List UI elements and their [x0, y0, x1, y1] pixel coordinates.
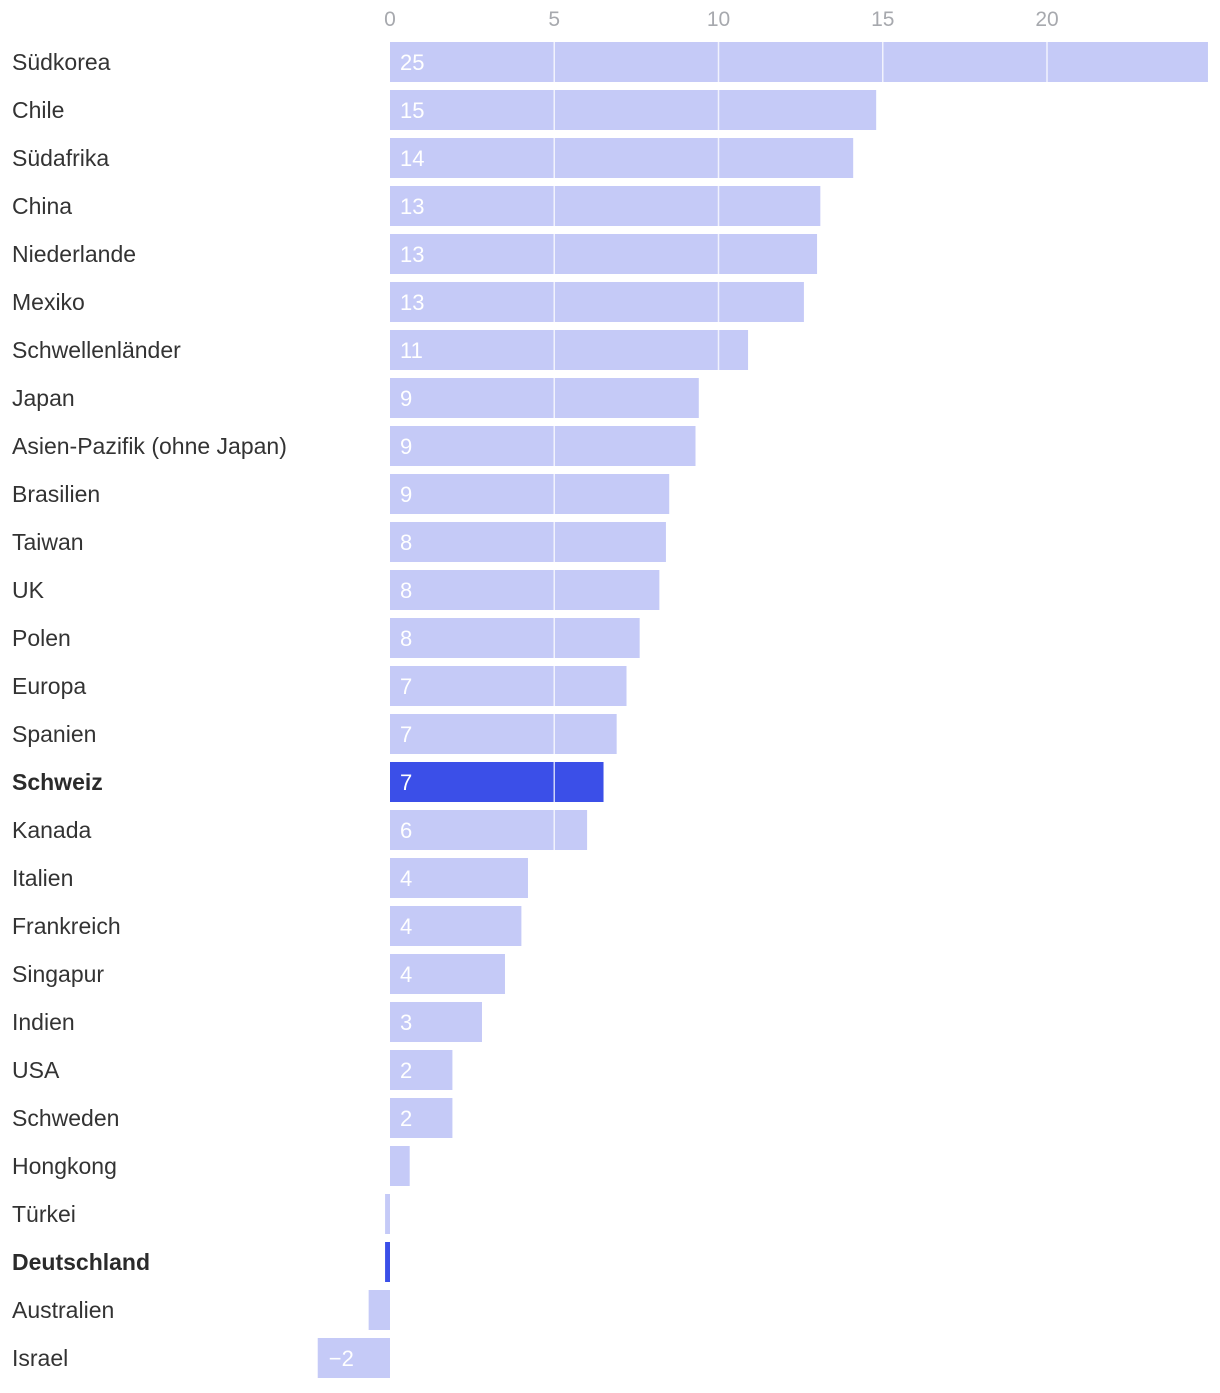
bar-20	[390, 1002, 482, 1042]
category-label: Südkorea	[12, 49, 111, 75]
data-label: 7	[400, 674, 412, 699]
category-label: Südafrika	[12, 145, 109, 171]
data-label: 9	[400, 386, 412, 411]
category-label: Hongkong	[12, 1153, 117, 1179]
x-axis-ticks: 0 5 10 15 20	[384, 8, 1059, 31]
bar-23	[390, 1146, 410, 1186]
category-label: Niederlande	[12, 241, 136, 267]
bar-15	[390, 762, 604, 802]
category-label: Deutschland	[12, 1249, 150, 1275]
bar-13	[390, 666, 627, 706]
data-label: −2	[329, 1346, 354, 1371]
bar-1	[390, 90, 877, 130]
bar-22	[390, 1098, 453, 1138]
bar-6	[390, 330, 749, 370]
bar-26	[368, 1290, 390, 1330]
category-label: Taiwan	[12, 529, 84, 555]
bar-9	[390, 474, 670, 514]
data-label: 13	[400, 194, 424, 219]
bar-2	[390, 138, 854, 178]
data-label: 8	[400, 578, 412, 603]
category-label: Brasilien	[12, 481, 100, 507]
category-label: Italien	[12, 865, 73, 891]
category-label: Polen	[12, 625, 71, 651]
data-label: 13	[400, 290, 424, 315]
category-label: Israel	[12, 1345, 68, 1371]
data-label: 13	[400, 242, 424, 267]
data-label: 14	[400, 146, 424, 171]
category-label: USA	[12, 1057, 60, 1083]
data-label: 15	[400, 98, 424, 123]
x-tick-label: 5	[548, 8, 560, 31]
data-label: 9	[400, 434, 412, 459]
bar-8	[390, 426, 696, 466]
bars-layer	[317, 42, 1208, 1378]
category-label: Schwellenländer	[12, 337, 181, 363]
category-label: Japan	[12, 385, 75, 411]
category-label: Australien	[12, 1297, 114, 1323]
data-label: 8	[400, 626, 412, 651]
data-label: 3	[400, 1010, 412, 1035]
category-label: Frankreich	[12, 913, 121, 939]
category-label: Mexiko	[12, 289, 85, 315]
bar-16	[390, 810, 588, 850]
data-label: 4	[400, 866, 412, 891]
category-label: UK	[12, 577, 45, 603]
bar-5	[390, 282, 804, 322]
data-label: 6	[400, 818, 412, 843]
bar-12	[390, 618, 640, 658]
data-labels: 25 15 14 13 13 13 11 9 9 9 8 8 8 7 7 7 6 4 4 4 3 2 2 −2	[329, 50, 425, 1371]
category-label: Türkei	[12, 1201, 76, 1227]
data-label: 4	[400, 914, 412, 939]
bar-0	[390, 42, 1208, 82]
data-label: 11	[400, 338, 423, 363]
bar-27	[317, 1338, 390, 1378]
data-label: 7	[400, 770, 412, 795]
category-label: Indien	[12, 1009, 75, 1035]
category-label: Singapur	[12, 961, 104, 987]
category-labels: Südkorea Chile Südafrika China Niederlande Me…	[12, 49, 287, 1371]
category-label: Europa	[12, 673, 86, 699]
category-label: China	[12, 193, 72, 219]
x-tick-label: 0	[384, 8, 396, 31]
category-label: Schweiz	[12, 769, 103, 795]
data-label: 8	[400, 530, 412, 555]
bar-25	[385, 1242, 390, 1282]
category-label: Chile	[12, 97, 64, 123]
bar-24	[385, 1194, 390, 1234]
data-label: 9	[400, 482, 412, 507]
category-label: Asien-Pazifik (ohne Japan)	[12, 433, 287, 459]
category-label: Spanien	[12, 721, 96, 747]
bar-10	[390, 522, 666, 562]
bar-11	[390, 570, 660, 610]
x-tick-label: 10	[707, 8, 730, 31]
bar-3	[390, 186, 821, 226]
data-label: 4	[400, 962, 412, 987]
bar-4	[390, 234, 818, 274]
bar-17	[390, 858, 528, 898]
data-label: 2	[400, 1106, 412, 1131]
category-label: Schweden	[12, 1105, 119, 1131]
x-tick-label: 15	[871, 8, 894, 31]
data-label: 7	[400, 722, 412, 747]
gridlines-layer	[553, 42, 1048, 1378]
bar-7	[390, 378, 699, 418]
bar-19	[390, 954, 505, 994]
bar-21	[390, 1050, 453, 1090]
category-label: Kanada	[12, 817, 92, 843]
bar-18	[390, 906, 522, 946]
data-label: 25	[400, 50, 424, 75]
x-tick-label: 20	[1035, 8, 1058, 31]
data-label: 2	[400, 1058, 412, 1083]
bar-14	[390, 714, 617, 754]
